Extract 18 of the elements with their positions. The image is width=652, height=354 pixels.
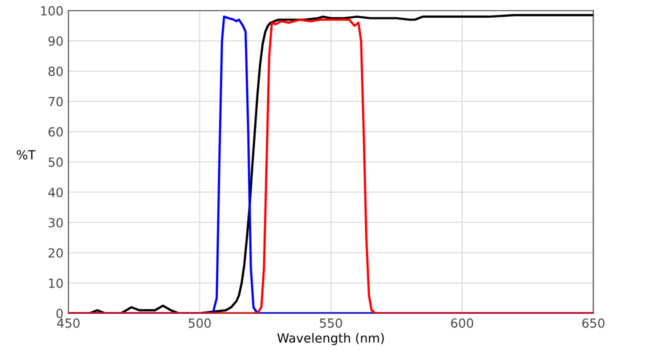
y-tick-label: 0 — [56, 308, 63, 318]
x-tick-label: 600 — [451, 318, 474, 328]
y-tick-label: 20 — [48, 248, 63, 258]
x-tick-label: 650 — [582, 318, 604, 328]
y-tick-label: 100 — [41, 6, 63, 16]
y-tick-label: 50 — [48, 157, 63, 167]
y-tick-label: 60 — [48, 127, 63, 137]
x-tick-label: 500 — [188, 318, 211, 328]
x-axis-title: Wavelength (nm) — [277, 333, 384, 346]
y-axis-title: %T — [16, 150, 36, 160]
y-tick-label: 40 — [48, 188, 63, 198]
y-tick-label: 70 — [48, 96, 63, 106]
y-tick-label: 10 — [49, 278, 63, 288]
y-tick-label: 80 — [48, 66, 63, 76]
x-tick-label: 450 — [57, 318, 80, 328]
y-tick-label: 30 — [48, 218, 63, 228]
y-tick-label: 90 — [48, 36, 63, 46]
x-tick-label: 550 — [320, 318, 342, 328]
